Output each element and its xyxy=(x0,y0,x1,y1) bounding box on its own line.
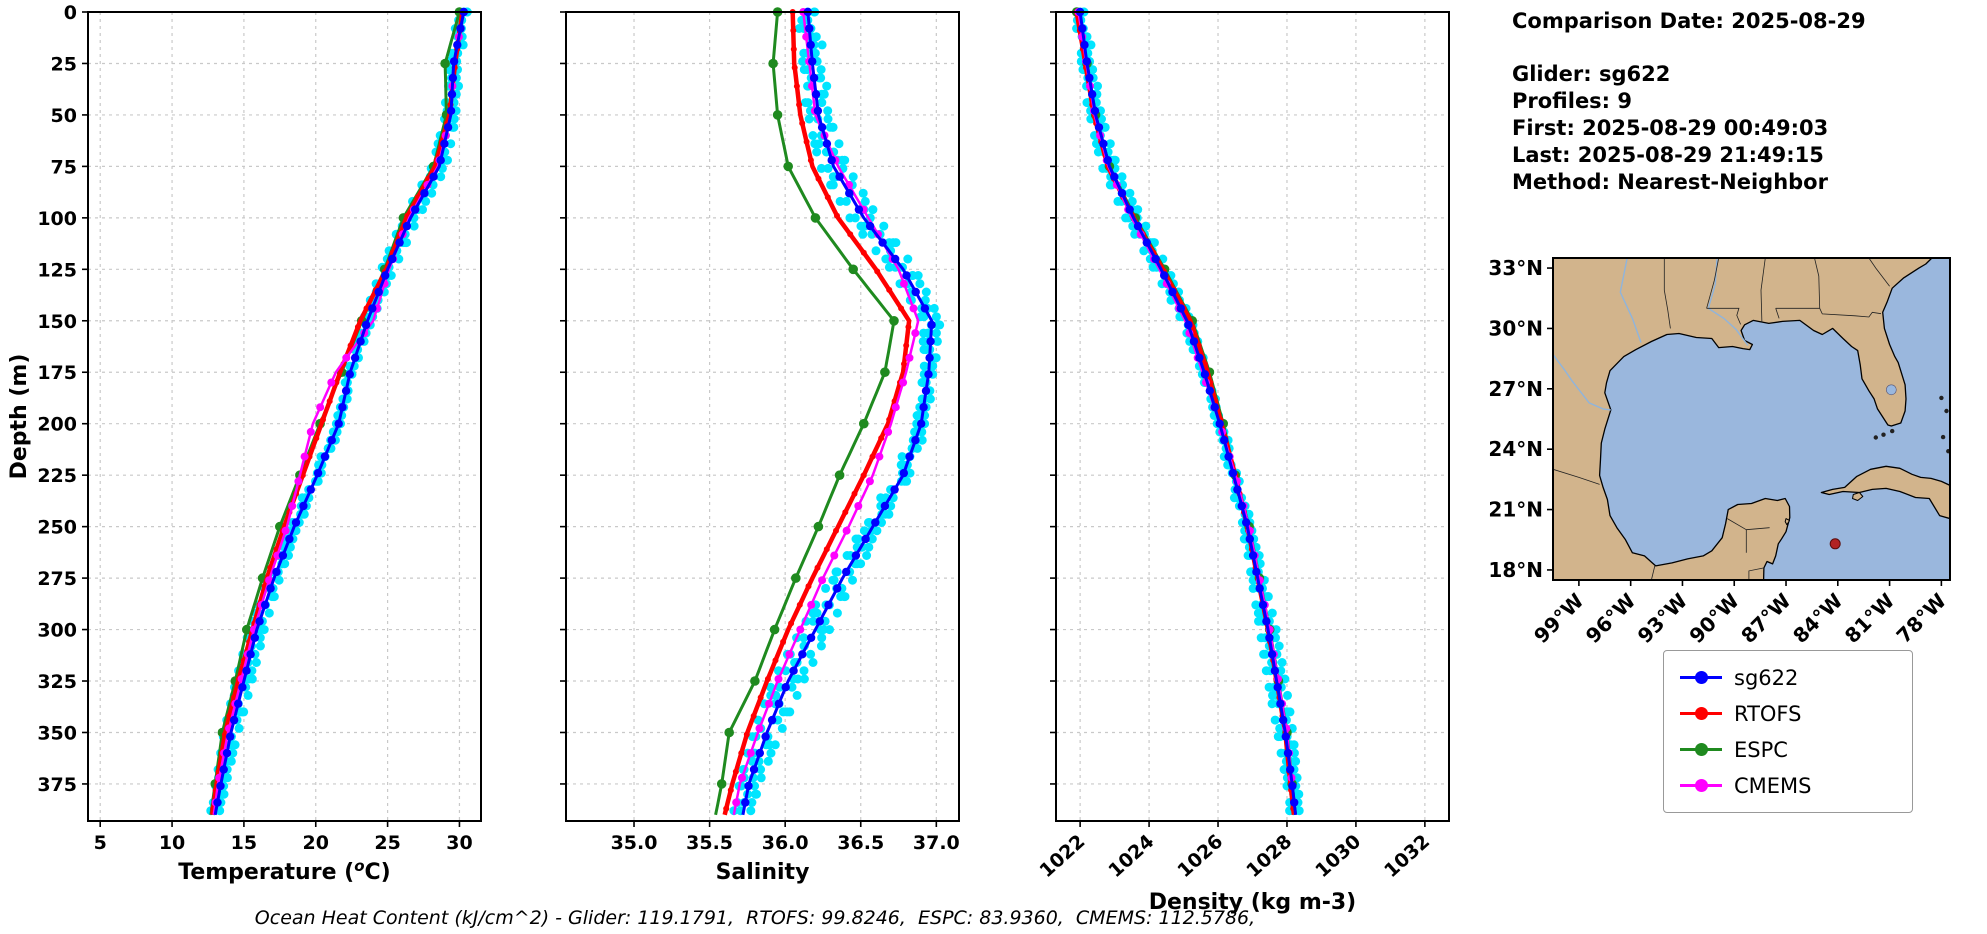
legend-item-rtofs: RTOFS xyxy=(1680,699,1896,728)
svg-text:150: 150 xyxy=(37,311,77,333)
density-profile-chart: 1022 1024 1026 1028 1030 1032 Density (kg m-3) xyxy=(1035,7,1450,915)
svg-text:84°W: 84°W xyxy=(1788,589,1847,648)
svg-text:87°W: 87°W xyxy=(1736,589,1795,648)
svg-text:1022: 1022 xyxy=(1035,830,1089,882)
svg-text:325: 325 xyxy=(37,671,77,693)
svg-text:0: 0 xyxy=(64,2,77,24)
depth-axis-label: Depth (m) xyxy=(7,354,32,480)
sg622-series-line xyxy=(1075,7,1299,815)
svg-text:27°N: 27°N xyxy=(1488,377,1543,401)
svg-text:175: 175 xyxy=(37,362,77,384)
legend-item-espc: ESPC xyxy=(1680,735,1896,764)
glider-name-text: Glider: sg622 xyxy=(1512,62,1671,86)
svg-text:18°N: 18°N xyxy=(1488,558,1543,582)
svg-text:50: 50 xyxy=(51,105,77,127)
svg-text:93°W: 93°W xyxy=(1633,589,1692,648)
legend-label: ESPC xyxy=(1734,737,1788,762)
legend-label: RTOFS xyxy=(1734,701,1802,726)
svg-text:1026: 1026 xyxy=(1173,830,1227,882)
svg-text:1030: 1030 xyxy=(1311,830,1365,882)
sg622-series-line xyxy=(741,7,936,816)
svg-text:1024: 1024 xyxy=(1104,830,1158,882)
first-profile-time-text: First: 2025-08-29 00:49:03 xyxy=(1512,116,1829,140)
svg-text:99°W: 99°W xyxy=(1529,589,1588,648)
espc-line-swatch xyxy=(1680,742,1722,757)
svg-text:350: 350 xyxy=(37,722,77,744)
svg-text:30: 30 xyxy=(446,832,472,854)
comparison-date-text: Comparison Date: 2025-08-29 xyxy=(1512,9,1866,33)
gulf-of-mexico-map: 33°N 30°N 27°N 24°N 21°N 18°N 99°W96°W93°W90°W… xyxy=(1488,256,1951,648)
svg-text:Salinity: Salinity xyxy=(716,860,810,885)
ocean-heat-content-footnote: Ocean Heat Content (kJ/cm^2) - Glider: 1… xyxy=(254,907,1256,929)
svg-text:24°N: 24°N xyxy=(1488,437,1543,461)
last-profile-time-text: Last: 2025-08-29 21:49:15 xyxy=(1512,143,1824,167)
info-spacer xyxy=(1512,35,1866,61)
lake-okeechobee xyxy=(1886,384,1897,396)
svg-text:37.0: 37.0 xyxy=(913,832,960,854)
svg-text:36.5: 36.5 xyxy=(837,832,884,854)
svg-text:25: 25 xyxy=(374,832,400,854)
svg-text:125: 125 xyxy=(37,259,77,281)
legend: sg622 RTOFS ESPC CMEMS xyxy=(1663,650,1913,813)
salinity-profile-chart: 35.0 35.5 36.0 36.5 37.0 Salinity xyxy=(560,7,960,885)
svg-text:225: 225 xyxy=(37,465,77,487)
rtofs-line-swatch xyxy=(1680,706,1722,721)
glider-position-marker xyxy=(1829,538,1841,550)
svg-text:Temperature (oC): Temperature (oC) xyxy=(178,857,390,885)
method-text: Method: Nearest-Neighbor xyxy=(1512,170,1828,194)
sg622-line-swatch xyxy=(1680,670,1722,685)
legend-item-sg622: sg622 xyxy=(1680,663,1896,692)
svg-text:275: 275 xyxy=(37,568,77,590)
svg-text:300: 300 xyxy=(37,620,77,642)
glider-raw-scatter xyxy=(206,7,472,816)
temperature-profile-chart: 5 10 15 20 25 3002550751001251501752002252502… xyxy=(7,2,482,885)
svg-text:25: 25 xyxy=(51,53,77,75)
map-land-water xyxy=(1553,258,1950,580)
svg-text:5: 5 xyxy=(94,832,107,854)
svg-text:81°W: 81°W xyxy=(1840,589,1899,648)
profiles-count-text: Profiles: 9 xyxy=(1512,89,1633,113)
sg622-series-line xyxy=(213,7,468,816)
legend-item-cmems: CMEMS xyxy=(1680,771,1896,800)
legend-label: sg622 xyxy=(1734,665,1799,690)
legend-label: CMEMS xyxy=(1734,773,1812,798)
svg-text:30°N: 30°N xyxy=(1488,316,1543,340)
svg-text:78°W: 78°W xyxy=(1892,589,1951,648)
svg-text:33°N: 33°N xyxy=(1488,256,1543,280)
svg-text:35.0: 35.0 xyxy=(611,832,658,854)
svg-text:375: 375 xyxy=(37,774,77,796)
svg-text:75: 75 xyxy=(51,156,77,178)
svg-text:10: 10 xyxy=(159,832,185,854)
svg-text:21°N: 21°N xyxy=(1488,498,1543,522)
svg-text:96°W: 96°W xyxy=(1581,589,1640,648)
espc-series-line xyxy=(714,7,899,816)
svg-text:90°W: 90°W xyxy=(1684,589,1743,648)
cmems-line-swatch xyxy=(1680,778,1722,793)
svg-text:15: 15 xyxy=(231,832,257,854)
svg-text:36.0: 36.0 xyxy=(762,832,809,854)
svg-text:200: 200 xyxy=(37,414,77,436)
svg-text:1032: 1032 xyxy=(1380,830,1434,882)
info-panel: Comparison Date: 2025-08-29 Glider: sg62… xyxy=(1512,8,1866,196)
svg-text:Density (kg m-3): Density (kg m-3) xyxy=(1149,890,1357,915)
svg-text:35.5: 35.5 xyxy=(686,832,733,854)
svg-text:1028: 1028 xyxy=(1242,830,1296,882)
svg-text:250: 250 xyxy=(37,517,77,539)
glider-raw-scatter xyxy=(1072,7,1304,816)
svg-text:20: 20 xyxy=(303,832,329,854)
svg-text:100: 100 xyxy=(37,208,77,230)
rtofs-series-line xyxy=(722,9,912,816)
